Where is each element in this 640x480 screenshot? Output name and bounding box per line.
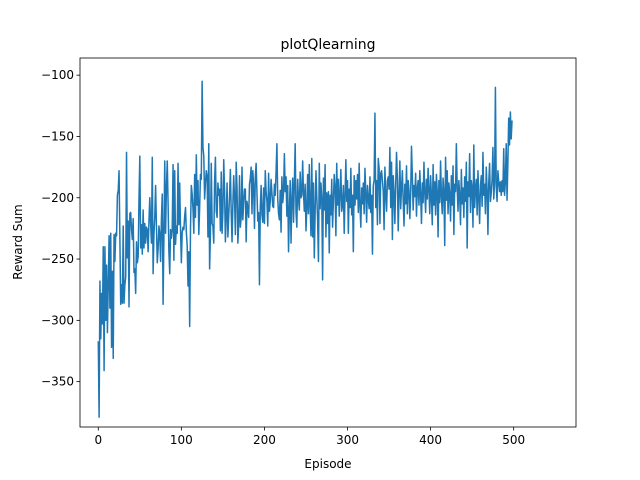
x-tick-label: 200 [253, 433, 276, 447]
plot-area: 0 100 200 300 400 500 −350 −300 −250 −200 −150 −100 [41, 57, 577, 447]
y-tick-label: −100 [41, 68, 74, 82]
y-tick-label: −250 [41, 252, 74, 266]
y-axis-label: Reward Sum [11, 204, 25, 279]
x-tick-label: 0 [94, 433, 102, 447]
y-tick-label: −200 [41, 191, 74, 205]
series-line-0 [97, 80, 513, 418]
x-axis-label: Episode [304, 457, 351, 471]
plot-frame [79, 57, 577, 428]
x-tick-label: 500 [502, 433, 525, 447]
x-tick-label: 400 [419, 433, 442, 447]
y-tick-label: −350 [41, 375, 74, 389]
x-tick-label: 100 [170, 433, 193, 447]
y-tick-label: −150 [41, 129, 74, 143]
chart-title: plotQlearning [281, 37, 376, 53]
y-tick-label: −300 [41, 313, 74, 327]
x-tick-label: 300 [336, 433, 359, 447]
